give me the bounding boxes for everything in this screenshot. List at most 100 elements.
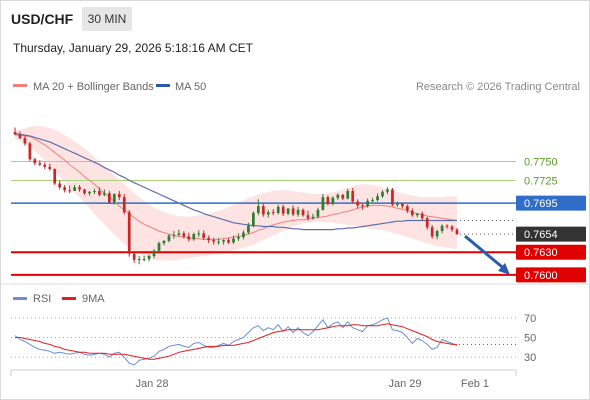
candle-body — [346, 191, 350, 199]
candle-body — [242, 232, 245, 238]
candle-body — [361, 205, 365, 207]
level-badge-support — [516, 267, 586, 283]
candle-body — [316, 209, 320, 217]
candle-body — [356, 201, 360, 206]
candle-body — [147, 256, 151, 260]
rsi-ma9-line — [15, 323, 457, 360]
candle-body — [107, 193, 111, 203]
candle-body — [261, 206, 265, 215]
candle-body — [232, 238, 235, 243]
level-label-resistance: 0.7750 — [524, 157, 558, 169]
candle-body — [266, 212, 270, 215]
candle-body — [182, 233, 186, 237]
level-label-pivot: 0.7695 — [524, 198, 558, 210]
candle-body — [18, 134, 22, 139]
candle-body — [98, 191, 101, 195]
candle-body — [252, 212, 255, 226]
candle-body — [321, 197, 325, 210]
candle-body — [420, 213, 424, 219]
candle-body — [450, 226, 454, 230]
timeframe-button[interactable]: 30 MIN — [82, 7, 132, 31]
candle-body — [28, 143, 32, 160]
candle-body — [286, 208, 290, 214]
candle-body — [162, 240, 166, 244]
candle-body — [187, 236, 191, 240]
candle-body — [197, 233, 201, 235]
candle-body — [306, 215, 310, 219]
time-tick-label: Jan 28 — [135, 378, 168, 390]
time-tick-label: Feb 1 — [461, 378, 489, 390]
candle-body — [271, 212, 275, 214]
level-badge-pivot — [516, 195, 586, 211]
ma9-legend-swatch — [62, 297, 76, 300]
candle-body — [117, 194, 121, 198]
candle-body — [222, 240, 225, 242]
candle-body — [43, 164, 47, 167]
candle-body — [276, 206, 280, 213]
candle-body — [336, 194, 340, 198]
candle-body — [122, 197, 126, 213]
candle-body — [83, 189, 86, 194]
forecast-arrow-shaft — [464, 234, 503, 269]
candle-body — [351, 191, 355, 202]
candle-body — [137, 259, 141, 261]
candle-body — [207, 237, 211, 241]
forecast-arrowhead — [498, 262, 510, 275]
candle-body — [212, 240, 216, 242]
candle-body — [48, 166, 52, 170]
time-tick-label: Jan 29 — [388, 378, 421, 390]
candle-body — [237, 237, 240, 239]
ma9-legend-label: 9MA — [82, 293, 105, 305]
rsi-line — [14, 317, 458, 366]
candle-body — [376, 196, 379, 201]
candle-body — [33, 159, 37, 164]
symbol-title: USD/CHF — [11, 11, 74, 27]
candle-body — [167, 235, 171, 241]
level-label-support: 0.7600 — [524, 270, 558, 282]
rsi-legend-label: RSI — [33, 293, 51, 305]
candle-body — [58, 183, 62, 188]
candle-body — [93, 191, 96, 193]
candle-body — [425, 218, 429, 228]
candle-body — [78, 187, 81, 190]
candle-body — [435, 231, 439, 237]
rsi-tick-label: 50 — [524, 333, 536, 345]
rsi-tick-label: 70 — [524, 313, 536, 325]
candle-body — [13, 132, 17, 135]
candle-body — [440, 225, 444, 232]
candle-body — [410, 210, 414, 216]
candle-body — [386, 189, 389, 192]
candle-body — [157, 243, 161, 251]
time-ticks: Jan 28 Jan 29 Feb 1 — [135, 378, 489, 390]
candle-body — [23, 138, 27, 144]
candle-body — [152, 250, 156, 256]
candle-body — [177, 233, 181, 235]
bollinger-band — [15, 126, 457, 261]
current-price-label: 0.7654 — [524, 229, 558, 241]
candle-body — [405, 206, 409, 211]
candle-body — [311, 216, 315, 219]
candle-body — [38, 163, 42, 165]
candle-body — [381, 191, 384, 197]
rsi-plot: 70 50 30 — [11, 313, 536, 366]
current-price-badge — [516, 226, 586, 242]
candle-body — [455, 229, 459, 235]
candle-body — [366, 200, 369, 207]
datetime-label: Thursday, January 29, 2026 5:18:16 AM CE… — [13, 41, 253, 55]
ma50-legend-swatch — [156, 84, 170, 87]
ma20-line — [15, 134, 458, 240]
candle-body — [103, 193, 106, 195]
candle-body — [73, 187, 76, 192]
candle-body — [88, 191, 91, 194]
credit-label: Research © 2026 Trading Central — [416, 81, 580, 93]
candle-body — [256, 206, 260, 213]
rsi-tick-label: 30 — [524, 352, 536, 364]
candle-body — [331, 197, 335, 204]
candle-body — [291, 208, 295, 215]
candle-body — [142, 259, 146, 261]
candle-body — [371, 200, 374, 202]
candle-body — [202, 233, 206, 238]
level-badge-support — [516, 244, 586, 260]
level-label-support: 0.7630 — [524, 247, 558, 259]
